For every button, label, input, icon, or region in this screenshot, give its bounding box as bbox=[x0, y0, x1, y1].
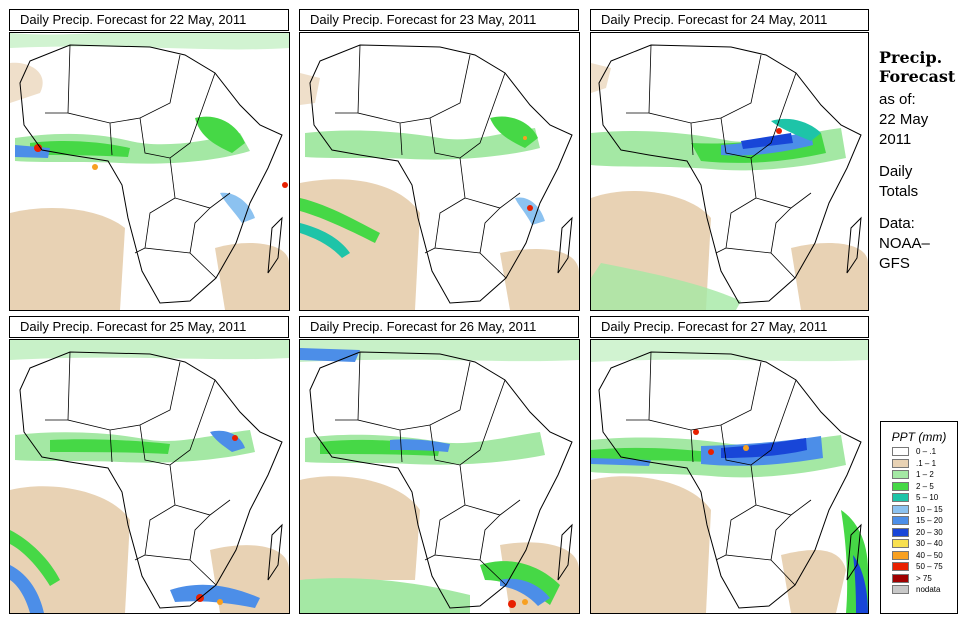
date-line-2: 2011 bbox=[879, 131, 912, 148]
legend-item: 30 – 40 bbox=[892, 538, 957, 550]
heading-line-1: Precip. bbox=[879, 48, 943, 67]
precip-map-24-may bbox=[590, 32, 869, 311]
legend-item: 20 – 30 bbox=[892, 527, 957, 539]
legend-item: 0 – .1 bbox=[892, 446, 957, 458]
legend-items: 0 – .1 .1 – 1 1 – 2 2 – 5 5 – 10 10 – 15 15 – … bbox=[881, 446, 957, 596]
legend-swatch bbox=[892, 562, 909, 571]
legend-swatch bbox=[892, 493, 909, 502]
legend-item: nodata bbox=[892, 584, 957, 596]
panel-title-27-may: Daily Precip. Forecast for 27 May, 2011 bbox=[590, 316, 869, 338]
totals-line-1: Daily bbox=[879, 163, 913, 180]
legend-item: .1 – 1 bbox=[892, 458, 957, 470]
panel-title-22-may: Daily Precip. Forecast for 22 May, 2011 bbox=[9, 9, 289, 31]
legend-label: > 75 bbox=[916, 573, 932, 583]
asof-label: as of: bbox=[879, 91, 916, 108]
legend-label: 5 – 10 bbox=[916, 493, 939, 502]
legend-item: 1 – 2 bbox=[892, 469, 957, 481]
source-line-2: GFS bbox=[879, 255, 910, 272]
legend-swatch bbox=[892, 447, 909, 456]
legend-swatch bbox=[892, 573, 909, 583]
legend-swatch bbox=[892, 527, 909, 537]
legend-title: PPT (mm) bbox=[891, 430, 947, 444]
legend-label: 10 – 15 bbox=[916, 504, 943, 514]
legend-label: 1 – 2 bbox=[916, 470, 934, 479]
legend-label: 2 – 5 bbox=[916, 481, 934, 491]
legend-item: 40 – 50 bbox=[892, 550, 957, 562]
legend-label: 50 – 75 bbox=[916, 562, 943, 571]
panel-title-25-may: Daily Precip. Forecast for 25 May, 2011 bbox=[9, 316, 289, 338]
legend-swatch bbox=[892, 585, 909, 594]
legend-item: 10 – 15 bbox=[892, 504, 957, 516]
legend-swatch bbox=[892, 504, 909, 514]
legend-swatch bbox=[892, 470, 909, 479]
panel-title-24-may: Daily Precip. Forecast for 24 May, 2011 bbox=[590, 9, 869, 31]
legend-item: 50 – 75 bbox=[892, 561, 957, 573]
legend-label: 15 – 20 bbox=[916, 516, 943, 525]
totals-line-2: Totals bbox=[879, 183, 919, 200]
precip-map-23-may bbox=[299, 32, 580, 311]
legend-item: 15 – 20 bbox=[892, 515, 957, 527]
forecast-info: Precip. Forecast as of: 22 May 2011 Dail… bbox=[879, 48, 963, 274]
legend-item: 5 – 10 bbox=[892, 492, 957, 504]
heading-line-2: Forecast bbox=[879, 67, 956, 86]
legend-label: 30 – 40 bbox=[916, 539, 943, 548]
precip-map-27-may bbox=[590, 339, 869, 614]
legend-label: 40 – 50 bbox=[916, 550, 943, 560]
legend-item: > 75 bbox=[892, 573, 957, 585]
precip-legend: PPT (mm) 0 – .1 .1 – 1 1 – 2 2 – 5 5 – 10 10 … bbox=[880, 421, 958, 614]
legend-swatch bbox=[892, 481, 909, 491]
legend-label: 20 – 30 bbox=[916, 527, 943, 537]
panel-title-23-may: Daily Precip. Forecast for 23 May, 2011 bbox=[299, 9, 579, 31]
legend-label: nodata bbox=[916, 585, 941, 594]
date-line-1: 22 May bbox=[879, 111, 929, 128]
legend-swatch bbox=[892, 516, 909, 525]
legend-item: 2 – 5 bbox=[892, 481, 957, 493]
precip-map-25-may bbox=[9, 339, 290, 614]
legend-label: 0 – .1 bbox=[916, 447, 937, 456]
panel-title-26-may: Daily Precip. Forecast for 26 May, 2011 bbox=[299, 316, 579, 338]
legend-swatch bbox=[892, 550, 909, 560]
legend-swatch bbox=[892, 539, 909, 548]
precip-map-26-may bbox=[299, 339, 580, 614]
data-label: Data: bbox=[879, 215, 915, 232]
source-line-1: NOAA– bbox=[879, 235, 930, 252]
legend-label: .1 – 1 bbox=[916, 458, 937, 468]
legend-swatch bbox=[892, 458, 909, 468]
precip-map-22-may bbox=[9, 32, 290, 311]
